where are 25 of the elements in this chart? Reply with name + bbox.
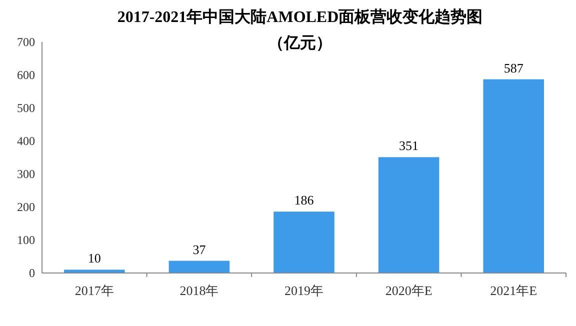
y-tick-label: 600 bbox=[17, 68, 35, 82]
chart-subtitle: （亿元） bbox=[268, 34, 332, 52]
x-tick-label: 2020年E bbox=[385, 283, 432, 298]
y-tick-label: 500 bbox=[17, 101, 35, 115]
bar bbox=[378, 157, 440, 273]
x-tick-label: 2021年E bbox=[490, 283, 538, 298]
x-tick-label: 2018年 bbox=[180, 283, 219, 298]
chart-title: 2017-2021年中国大陆AMOLED面板营收变化趋势图 bbox=[117, 8, 483, 26]
data-label: 37 bbox=[192, 242, 206, 257]
data-label: 587 bbox=[504, 60, 524, 76]
data-label: 351 bbox=[399, 138, 419, 154]
y-tick-label: 300 bbox=[17, 167, 35, 181]
y-tick-label: 400 bbox=[17, 134, 35, 148]
bar bbox=[274, 212, 334, 273]
data-label: 186 bbox=[294, 192, 314, 208]
y-tick-label: 100 bbox=[17, 233, 35, 247]
y-tick-label: 200 bbox=[17, 200, 35, 214]
bar bbox=[168, 260, 230, 273]
data-label: 10 bbox=[88, 250, 101, 266]
bar bbox=[483, 79, 544, 273]
bar bbox=[64, 270, 125, 273]
x-tick-label: 2017年 bbox=[74, 283, 114, 298]
y-tick-label: 700 bbox=[17, 35, 35, 49]
x-tick-label: 2019年 bbox=[284, 283, 324, 298]
y-tick-label: 0 bbox=[29, 266, 35, 280]
